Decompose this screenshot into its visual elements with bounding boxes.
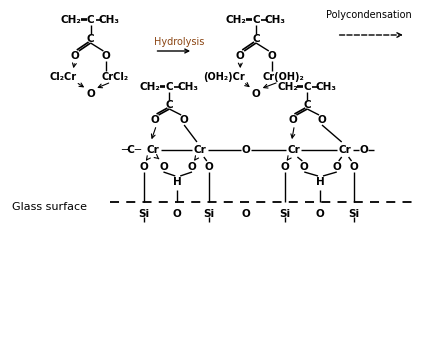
Text: O: O [188, 162, 196, 172]
Text: O: O [86, 89, 95, 99]
Text: C: C [303, 100, 311, 110]
Text: O: O [180, 115, 189, 125]
Text: O: O [316, 209, 325, 219]
Text: CH₃: CH₃ [99, 15, 120, 25]
Text: O: O [288, 115, 297, 125]
Text: O: O [349, 162, 358, 172]
Text: O: O [204, 162, 213, 172]
Text: Cl₂Cr: Cl₂Cr [49, 72, 76, 82]
Text: O: O [139, 162, 148, 172]
Text: O: O [150, 115, 159, 125]
Text: O: O [318, 115, 326, 125]
Text: C: C [87, 15, 95, 25]
Text: O: O [360, 145, 369, 155]
Text: O: O [268, 51, 276, 61]
Text: H: H [316, 177, 325, 187]
Text: (OH₂)Cr: (OH₂)Cr [203, 72, 244, 82]
Text: Cr(OH)₂: Cr(OH)₂ [263, 72, 305, 82]
Text: C: C [87, 34, 95, 44]
Text: C: C [252, 34, 260, 44]
Text: Cr: Cr [338, 145, 351, 155]
Text: CH₃: CH₃ [315, 82, 336, 92]
Text: O: O [300, 162, 308, 172]
Text: C: C [252, 15, 260, 25]
Text: C: C [165, 100, 173, 110]
Text: Cr: Cr [194, 145, 206, 155]
Text: O: O [173, 209, 181, 219]
Text: CH₃: CH₃ [178, 82, 199, 92]
Text: Cr: Cr [146, 145, 159, 155]
Text: O: O [236, 51, 245, 61]
Text: CH₃: CH₃ [264, 15, 285, 25]
Text: O: O [280, 162, 289, 172]
Text: O: O [70, 51, 79, 61]
Text: ─C─: ─C─ [121, 145, 141, 155]
Text: C: C [165, 82, 173, 92]
Text: Polycondensation: Polycondensation [326, 10, 412, 20]
Text: CH₂: CH₂ [226, 15, 247, 25]
Text: Glass surface: Glass surface [12, 202, 87, 212]
Text: O: O [252, 89, 260, 99]
Text: CH₂: CH₂ [277, 82, 298, 92]
Text: H: H [173, 177, 181, 187]
Text: Hydrolysis: Hydrolysis [154, 37, 204, 47]
Text: C: C [303, 82, 311, 92]
Text: Si: Si [138, 209, 149, 219]
Text: O: O [333, 162, 341, 172]
Text: O: O [242, 209, 251, 219]
Text: Cr: Cr [287, 145, 300, 155]
Text: O: O [159, 162, 168, 172]
Text: Si: Si [279, 209, 290, 219]
Text: Si: Si [203, 209, 214, 219]
Text: CH₂: CH₂ [139, 82, 160, 92]
Text: CrCl₂: CrCl₂ [102, 72, 129, 82]
Text: CH₂: CH₂ [60, 15, 81, 25]
Text: Si: Si [348, 209, 359, 219]
Text: O: O [102, 51, 111, 61]
Text: O: O [242, 145, 251, 155]
